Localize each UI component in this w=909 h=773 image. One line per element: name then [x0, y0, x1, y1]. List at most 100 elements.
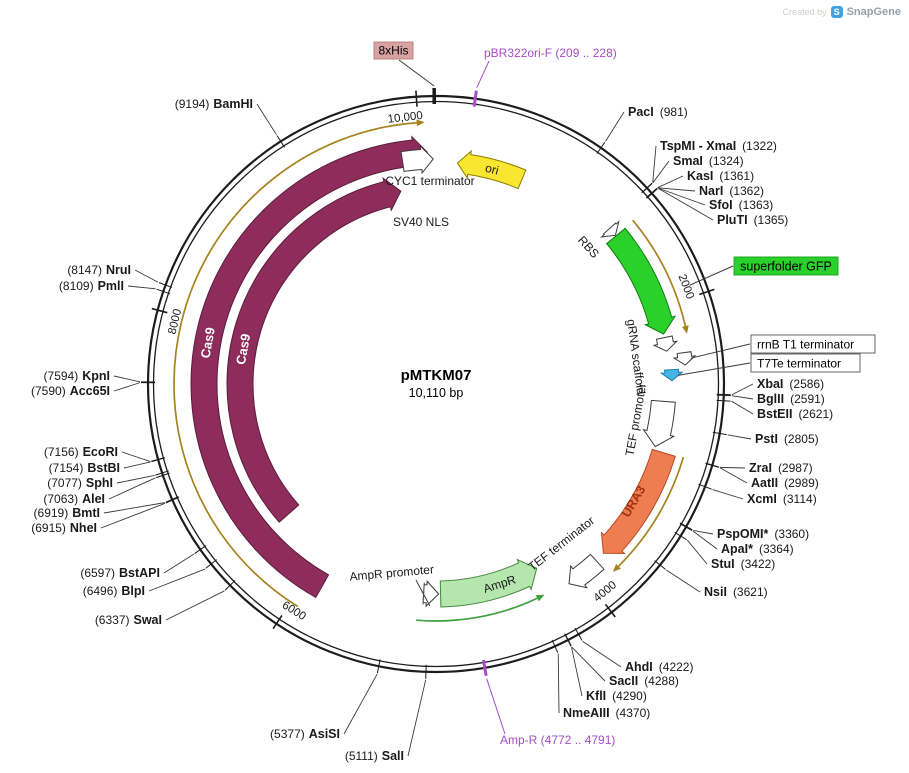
- his-tag-label[interactable]: 8xHis: [378, 44, 408, 58]
- feature-grna-scaffold-feature[interactable]: [652, 335, 679, 352]
- orf-ampr-arrowhead: [535, 594, 545, 602]
- feature-tef-terminator[interactable]: [568, 553, 605, 589]
- enzyme-site-nari-leader: [657, 187, 696, 192]
- enzyme-site-bmti[interactable]: (6919) BmtI: [34, 506, 100, 520]
- orf-ampr[interactable]: [416, 597, 538, 622]
- feature-ori[interactable]: [456, 149, 527, 190]
- feature-t7te-terminator[interactable]: [659, 368, 684, 382]
- enzyme-site-pmli[interactable]: (8109) PmlI: [59, 279, 124, 293]
- feature-ampr-promoter[interactable]: [422, 580, 440, 608]
- snapgene-logo-icon: S: [830, 6, 843, 18]
- enzyme-site-bsteii[interactable]: BstEII (2621): [757, 407, 833, 421]
- enzyme-site-bamhi[interactable]: (9194) BamHI: [175, 97, 253, 111]
- enzyme-site-tspmixmai[interactable]: TspMI - XmaI (1322): [660, 139, 777, 153]
- amp-r-primer-tick[interactable]: [481, 659, 488, 676]
- ampr-promoter-label[interactable]: AmpR promoter: [349, 562, 435, 583]
- enzyme-site-zrai[interactable]: ZraI (2987): [749, 461, 813, 475]
- enzyme-site-swai[interactable]: (6337) SwaI: [95, 613, 162, 627]
- enzyme-site-smai[interactable]: SmaI (1324): [673, 154, 744, 168]
- feature-tef-promoter[interactable]: [642, 399, 676, 448]
- feature-label-cas9-inner[interactable]: Cas9: [233, 333, 253, 366]
- feature-rrnb-t1-terminator[interactable]: [672, 351, 697, 366]
- enzyme-site-nari[interactable]: NarI (1362): [699, 184, 764, 198]
- enzyme-site-sacii-leader: [571, 646, 606, 682]
- enzyme-site-pluti[interactable]: PluTI (1365): [717, 213, 788, 227]
- enzyme-site-stui[interactable]: StuI (3422): [711, 557, 775, 571]
- enzyme-site-kasi-leader: [657, 175, 684, 189]
- rrnb-t1-terminator-label-box[interactable]: [750, 334, 876, 354]
- enzyme-site-nrui-tick: [158, 282, 173, 288]
- enzyme-site-aatii[interactable]: AatII (2989): [751, 476, 819, 490]
- pbr322ori-f-tick[interactable]: [472, 90, 478, 107]
- cyc1-terminator-label[interactable]: CYC1 terminator: [385, 174, 474, 188]
- enzyme-site-swai-tick: [224, 580, 236, 591]
- enzyme-site-sali[interactable]: (5111) SalI: [345, 749, 404, 763]
- sv40-nls-label[interactable]: SV40 NLS: [393, 215, 449, 229]
- amp-r-label[interactable]: Amp-R (4772 .. 4791): [500, 733, 615, 747]
- enzyme-site-bglii[interactable]: BglII (2591): [757, 392, 825, 406]
- enzyme-site-kfli[interactable]: KflI (4290): [586, 689, 647, 703]
- enzyme-site-bglii-leader: [731, 395, 754, 400]
- position-label-8000: 8000: [166, 308, 184, 336]
- feature-superfolder-gfp[interactable]: [605, 227, 677, 335]
- enzyme-site-xcmi[interactable]: XcmI (3114): [747, 492, 817, 506]
- watermark-created-by: Created by: [782, 7, 827, 17]
- orf-ura3[interactable]: [617, 456, 685, 567]
- enzyme-site-psti-leader: [727, 434, 752, 440]
- feature-label-ori[interactable]: ori: [484, 161, 500, 178]
- enzyme-site-nmeaiii[interactable]: NmeAIII (4370): [563, 706, 650, 720]
- rbs-label[interactable]: RBS: [575, 233, 602, 261]
- enzyme-site-bstbi[interactable]: (7154) BstBI: [49, 461, 120, 475]
- feature-cas9-outer[interactable]: [190, 135, 429, 599]
- rrnb-t1-terminator-label[interactable]: rrnB T1 terminator: [757, 338, 854, 352]
- feature-cyc1-terminator[interactable]: [400, 144, 434, 175]
- enzyme-site-paci[interactable]: PacI (981): [628, 105, 688, 119]
- feature-label-cas9-outer[interactable]: Cas9: [198, 326, 218, 359]
- pbr322ori-f-label[interactable]: pBR322ori-F (209 .. 228): [484, 46, 617, 60]
- enzyme-site-sfoi-leader: [657, 187, 706, 206]
- enzyme-site-apai[interactable]: ApaI* (3364): [721, 542, 794, 556]
- enzyme-site-alei[interactable]: (7063) AleI: [43, 492, 105, 506]
- enzyme-site-nhei[interactable]: (6915) NheI: [31, 521, 97, 535]
- enzyme-site-xbai-tick: [716, 393, 731, 396]
- tef-promoter-label[interactable]: TEF promoter: [623, 382, 650, 457]
- enzyme-site-kpni[interactable]: (7594) KpnI: [44, 369, 110, 383]
- his-tag-label-box[interactable]: [373, 41, 414, 60]
- enzyme-site-nsii-tick: [654, 560, 666, 570]
- feature-cas9-inner[interactable]: [226, 176, 402, 523]
- enzyme-site-ahdi[interactable]: AhdI (4222): [625, 660, 693, 674]
- enzyme-site-sphi[interactable]: (7077) SphI: [47, 476, 113, 490]
- enzyme-site-ecori[interactable]: (7156) EcoRI: [44, 445, 118, 459]
- feature-ampr[interactable]: [439, 558, 538, 608]
- enzyme-site-blpi[interactable]: (6496) BlpI: [83, 584, 145, 598]
- enzyme-site-bamhi-leader: [256, 103, 277, 135]
- enzyme-site-bstbi-leader: [123, 461, 151, 469]
- enzyme-site-nrui[interactable]: (8147) NruI: [67, 263, 131, 277]
- t7te-terminator-label[interactable]: T7Te terminator: [757, 357, 841, 371]
- enzyme-site-acc65i[interactable]: (7590) Acc65I: [31, 384, 110, 398]
- enzyme-site-sphi-tick: [155, 470, 169, 476]
- enzyme-site-bsteii-tick: [716, 399, 731, 402]
- orf-gfp[interactable]: [632, 219, 687, 327]
- enzyme-site-pspomi[interactable]: PspOMI* (3360): [717, 527, 809, 541]
- feature-ura3[interactable]: [600, 448, 676, 554]
- enzyme-site-psti[interactable]: PstI (2805): [755, 432, 819, 446]
- enzyme-site-pmli-leader: [127, 285, 156, 290]
- enzyme-site-paci-tick: [596, 141, 606, 154]
- orf-cas9[interactable]: [173, 121, 417, 608]
- enzyme-site-xcmi-leader: [712, 489, 744, 500]
- enzyme-site-nsii[interactable]: NsiI (3621): [704, 585, 768, 599]
- enzyme-site-smai-leader: [652, 160, 670, 183]
- t7te-terminator-label-box[interactable]: [750, 353, 861, 373]
- enzyme-site-asisi[interactable]: (5377) AsiSI: [270, 727, 340, 741]
- superfolder-gfp-label-box[interactable]: [733, 256, 839, 276]
- enzyme-site-xbai[interactable]: XbaI (2586): [757, 377, 824, 391]
- enzyme-site-kasi[interactable]: KasI (1361): [687, 169, 754, 183]
- watermark: Created by S SnapGene: [783, 6, 901, 18]
- superfolder-gfp-label[interactable]: superfolder GFP: [740, 260, 832, 274]
- feature-rbs-feature[interactable]: [600, 220, 620, 238]
- enzyme-site-pspomi-leader: [693, 529, 714, 535]
- enzyme-site-sfoi[interactable]: SfoI (1363): [709, 198, 773, 212]
- enzyme-site-bstapi[interactable]: (6597) BstAPI: [80, 566, 160, 580]
- enzyme-site-sacii[interactable]: SacII (4288): [609, 674, 679, 688]
